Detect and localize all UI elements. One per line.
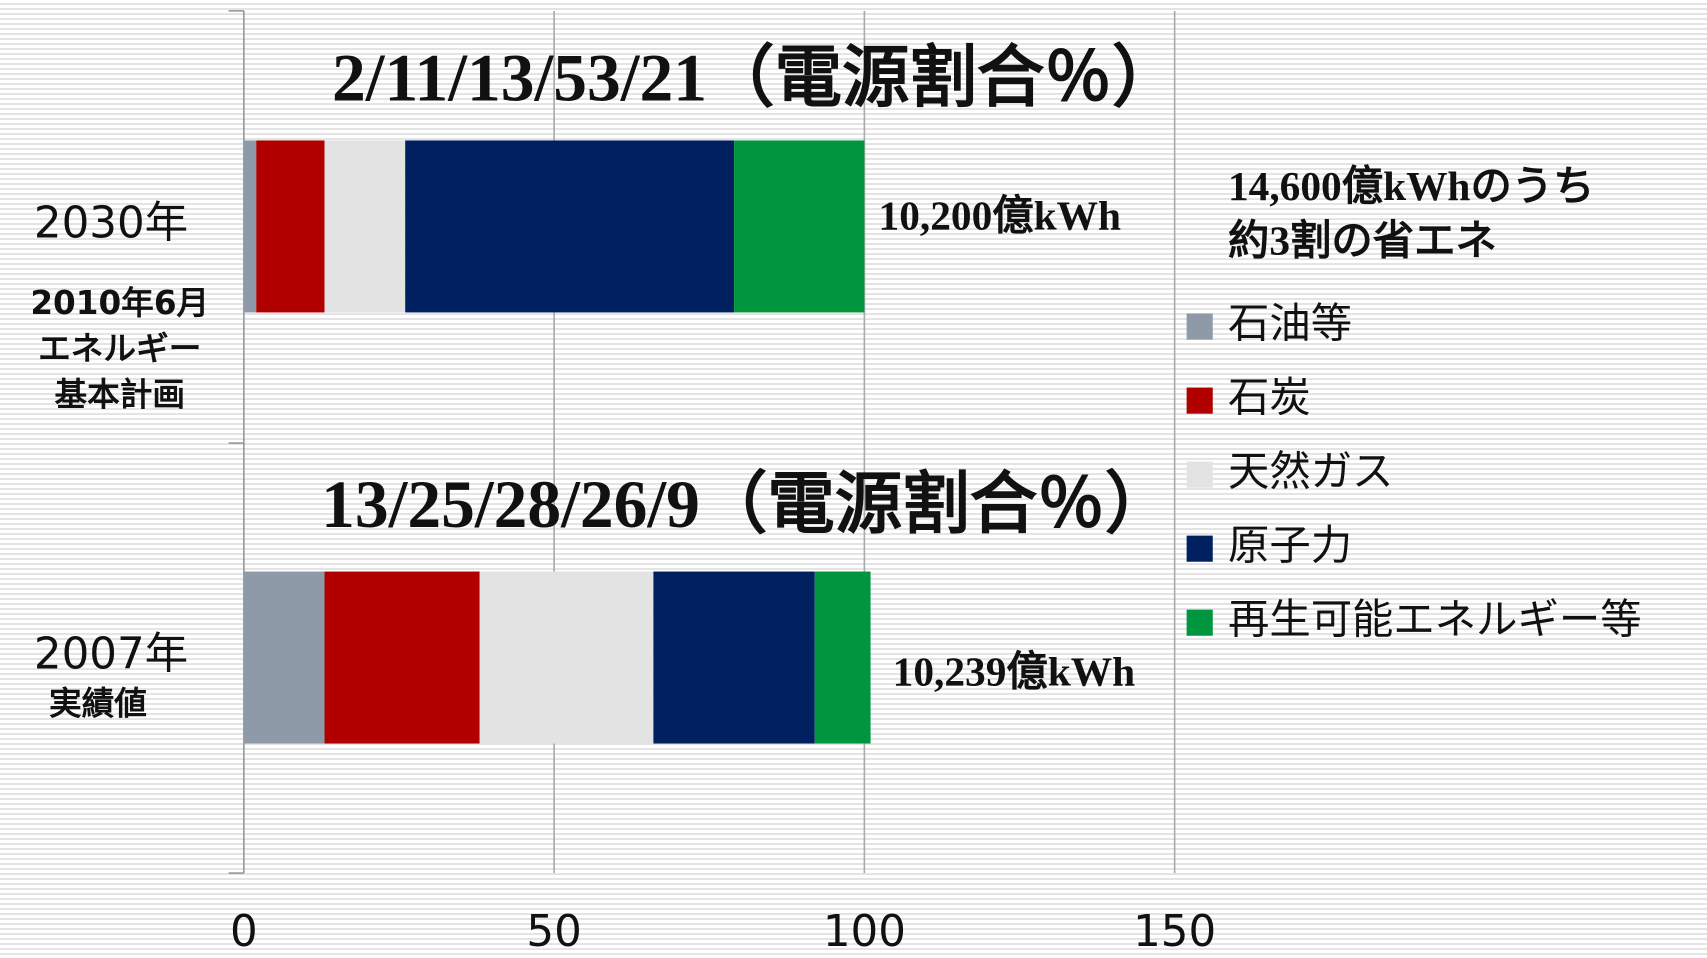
bar-segment <box>243 571 325 744</box>
bar-title: 13/25/28/26/9（電源割合％） <box>321 467 1172 542</box>
bar-segment <box>405 140 735 313</box>
category-label: 2030年 <box>34 198 188 248</box>
x-tick-label: 100 <box>823 907 906 957</box>
legend-swatch <box>1186 609 1213 636</box>
total-label: 10,200億kWh <box>879 192 1121 238</box>
bar-segment <box>324 571 480 744</box>
note: 14,600億kWhのうち <box>1228 163 1595 209</box>
category-note: 2010年6月 <box>30 284 209 322</box>
total-label: 10,239億kWh <box>893 649 1135 695</box>
legend-swatch <box>1186 461 1213 488</box>
bar-title: 2/11/13/53/21（電源割合％） <box>332 40 1179 115</box>
bar-segment <box>256 140 325 313</box>
category-note: エネルギー <box>38 330 201 368</box>
legend-label: 石炭 <box>1228 374 1311 422</box>
category-note: 基本計画 <box>54 375 185 413</box>
legend-swatch <box>1186 313 1213 340</box>
note: 約3割の省エネ <box>1228 217 1497 263</box>
category-note: 実績値 <box>49 684 147 722</box>
legend-swatch <box>1186 535 1213 562</box>
legend-label: 石油等 <box>1228 300 1352 348</box>
category-label: 2007年 <box>34 629 188 679</box>
x-tick-label: 50 <box>526 907 581 957</box>
x-tick-label: 150 <box>1133 907 1216 957</box>
bar-segment <box>243 140 257 313</box>
legend-label: 原子力 <box>1228 522 1352 570</box>
bar-segment <box>324 140 406 313</box>
bar-segment <box>653 571 815 744</box>
x-tick-label: 0 <box>230 907 258 957</box>
bar-segment <box>479 571 654 744</box>
bar-segment <box>734 140 865 313</box>
legend-swatch <box>1186 387 1213 414</box>
bar-segment <box>814 571 871 744</box>
legend-label: 再生可能エネルギー等 <box>1228 596 1642 644</box>
legend-label: 天然ガス <box>1228 448 1393 496</box>
